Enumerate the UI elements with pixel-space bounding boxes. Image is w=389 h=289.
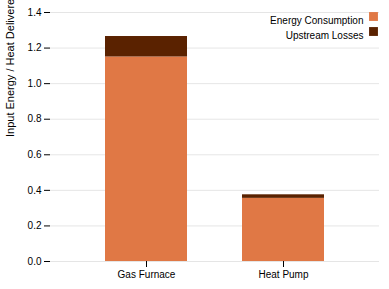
- svg-text:Heat Pump: Heat Pump: [258, 269, 308, 280]
- svg-text:Gas Furnace: Gas Furnace: [118, 269, 176, 280]
- svg-text:1.2: 1.2: [28, 42, 42, 53]
- svg-text:0.0: 0.0: [28, 256, 42, 267]
- svg-text:0.8: 0.8: [28, 113, 42, 124]
- svg-text:Energy Consumption: Energy Consumption: [270, 15, 363, 26]
- svg-text:Upstream Losses: Upstream Losses: [286, 30, 364, 41]
- svg-text:1.4: 1.4: [28, 7, 42, 18]
- svg-text:0.6: 0.6: [28, 149, 42, 160]
- svg-text:0.4: 0.4: [28, 185, 42, 196]
- svg-text:1.0: 1.0: [28, 78, 42, 89]
- svg-text:Input Energy / Heat Delivered: Input Energy / Heat Delivered: [4, 0, 16, 137]
- svg-text:0.2: 0.2: [28, 220, 42, 231]
